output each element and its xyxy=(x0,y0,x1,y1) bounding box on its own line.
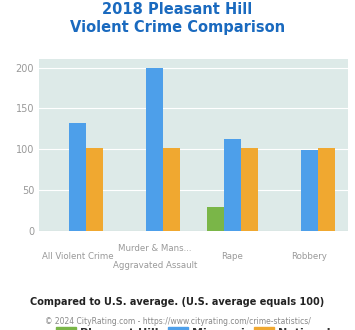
Text: Compared to U.S. average. (U.S. average equals 100): Compared to U.S. average. (U.S. average … xyxy=(31,297,324,307)
Bar xyxy=(224,140,241,231)
Bar xyxy=(241,148,258,231)
Text: Robbery: Robbery xyxy=(291,252,327,261)
Text: Murder & Mans...: Murder & Mans... xyxy=(118,244,192,253)
Bar xyxy=(86,148,103,231)
Bar xyxy=(146,68,163,231)
Bar xyxy=(163,148,180,231)
Text: 2018 Pleasant Hill: 2018 Pleasant Hill xyxy=(102,2,253,16)
Text: Aggravated Assault: Aggravated Assault xyxy=(113,261,197,270)
Bar xyxy=(318,148,335,231)
Text: © 2024 CityRating.com - https://www.cityrating.com/crime-statistics/: © 2024 CityRating.com - https://www.city… xyxy=(45,317,310,326)
Text: Rape: Rape xyxy=(221,252,243,261)
Bar xyxy=(69,123,86,231)
Text: Violent Crime Comparison: Violent Crime Comparison xyxy=(70,20,285,35)
Text: All Violent Crime: All Violent Crime xyxy=(42,252,114,261)
Bar xyxy=(301,150,318,231)
Bar xyxy=(207,207,224,231)
Legend: Pleasant Hill, Missouri, National: Pleasant Hill, Missouri, National xyxy=(51,322,335,330)
